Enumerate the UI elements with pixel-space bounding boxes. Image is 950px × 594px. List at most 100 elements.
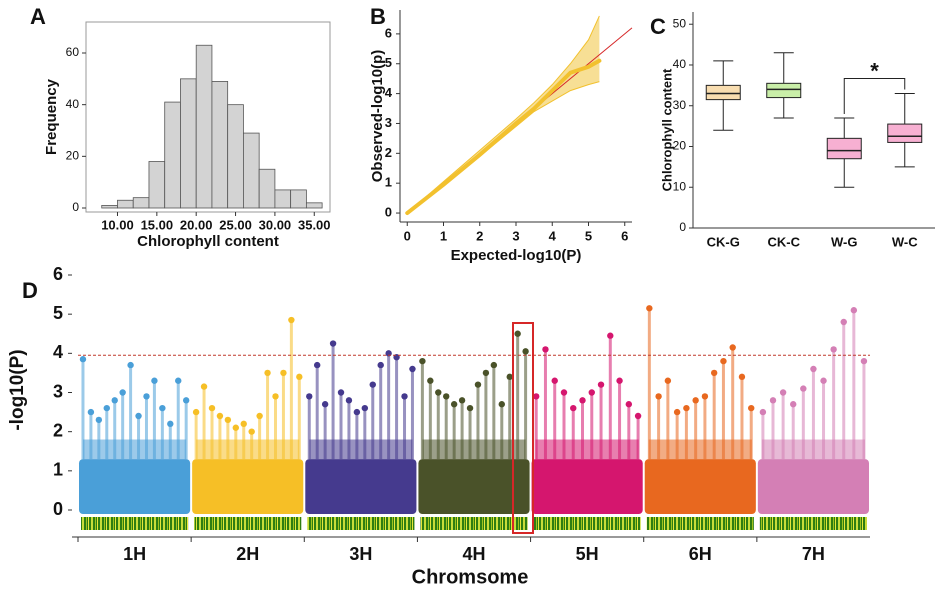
snp-point <box>401 393 408 400</box>
panel-label: C <box>650 14 666 39</box>
panel-label: A <box>30 4 46 29</box>
snp-point <box>466 404 474 412</box>
background-mid-points <box>648 439 752 460</box>
background-mid-points <box>422 439 526 460</box>
snp-point <box>296 373 303 381</box>
background-mid-points <box>309 439 413 460</box>
snp-point <box>232 424 240 431</box>
snp-point <box>646 305 653 312</box>
snp-point <box>264 369 271 377</box>
y-tick-label: 1 <box>53 460 63 480</box>
snp-point <box>830 346 837 353</box>
snp-point <box>820 377 827 384</box>
density-strip <box>759 517 867 530</box>
snp-point <box>474 381 482 388</box>
snp-point <box>769 397 777 404</box>
x-tick-label: 15.00 <box>141 217 174 232</box>
background-mid-points <box>535 439 639 460</box>
snp-point <box>683 404 690 412</box>
x-tick-label: 3 <box>512 228 519 243</box>
observed-line <box>405 58 602 216</box>
snp-point <box>692 397 699 404</box>
y-axis-label: Frequency <box>43 78 60 155</box>
y-tick-label: 50 <box>673 16 687 30</box>
y-tick-label: 60 <box>66 45 80 59</box>
snp-point <box>850 307 858 314</box>
histogram-bar <box>227 104 244 209</box>
snp-point <box>306 393 313 400</box>
y-tick-label: 30 <box>673 98 687 112</box>
y-tick-label: 40 <box>66 97 80 111</box>
snp-point <box>779 389 787 396</box>
confidence-band <box>407 15 600 214</box>
x-tick-label: 20.00 <box>180 217 213 232</box>
x-tick-label: 1H <box>123 544 146 564</box>
snp-point <box>450 401 458 408</box>
histogram-bar <box>180 78 197 209</box>
y-tick-label: 0 <box>679 220 686 234</box>
histogram-bar <box>117 199 134 209</box>
snp-point <box>664 377 672 384</box>
snp-point <box>127 361 134 369</box>
box <box>826 137 862 160</box>
snp-point <box>616 377 623 384</box>
y-axis-label: -log10(P) <box>7 349 28 430</box>
histogram-bar <box>290 189 307 209</box>
snp-point <box>506 373 513 381</box>
snp-point <box>256 412 263 420</box>
histogram-bar <box>101 205 118 209</box>
snp-point <box>216 412 224 420</box>
snp-point <box>167 420 174 428</box>
snp-point <box>159 404 166 412</box>
snp-point <box>313 361 321 369</box>
x-tick-label: 3H <box>349 544 372 564</box>
background-dense-points <box>192 459 304 514</box>
snp-point <box>175 377 182 384</box>
snp-point <box>95 416 103 424</box>
snp-point <box>498 401 505 408</box>
snp-point <box>377 361 384 369</box>
panel-label: D <box>22 278 38 303</box>
snp-point <box>759 408 767 416</box>
background-dense-points <box>644 459 756 514</box>
y-tick-label: 4 <box>385 85 393 100</box>
x-tick-label: 1 <box>440 228 447 243</box>
snp-point <box>748 404 755 412</box>
snp-point <box>634 412 642 420</box>
y-tick-label: 3 <box>385 115 392 130</box>
chromosome-group <box>192 316 304 514</box>
x-tick-label: 5H <box>576 544 599 564</box>
snp-point <box>514 330 521 337</box>
snp-point <box>419 357 426 365</box>
snp-point <box>103 404 110 412</box>
snp-point <box>369 381 376 388</box>
density-strip <box>533 517 641 530</box>
snp-point <box>427 377 434 384</box>
x-tick-label: 2 <box>476 228 483 243</box>
snp-point <box>542 346 549 353</box>
y-tick-label: 20 <box>673 139 687 153</box>
snp-point <box>329 340 337 347</box>
y-tick-label: 5 <box>385 55 392 70</box>
plot-frame <box>85 21 331 213</box>
background-dense-points <box>79 459 191 514</box>
significance-bracket <box>843 78 906 114</box>
snp-point <box>738 373 746 381</box>
snp-point <box>710 369 718 377</box>
y-tick-label: 5 <box>53 303 63 323</box>
snp-point <box>579 397 586 404</box>
highlight-box <box>512 322 534 534</box>
snp-point <box>570 404 577 412</box>
snp-point <box>443 393 450 400</box>
density-strip <box>81 517 189 530</box>
x-tick-label: 30.00 <box>259 217 292 232</box>
y-tick-label: 6 <box>385 25 392 40</box>
y-tick-label: 1 <box>385 175 392 190</box>
snp-point <box>240 420 247 428</box>
background-dense-points <box>757 459 869 514</box>
x-tick-label: 25.00 <box>219 217 252 232</box>
snp-point <box>458 397 466 404</box>
snp-point <box>701 393 709 400</box>
snp-point <box>800 385 807 392</box>
